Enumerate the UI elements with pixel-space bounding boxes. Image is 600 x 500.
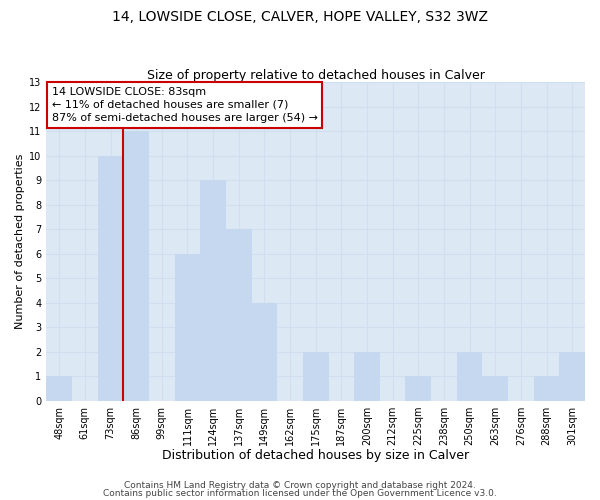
Bar	[98, 156, 124, 401]
Bar	[200, 180, 226, 401]
Bar	[175, 254, 200, 401]
Bar	[406, 376, 431, 401]
X-axis label: Distribution of detached houses by size in Calver: Distribution of detached houses by size …	[162, 450, 469, 462]
Bar	[482, 376, 508, 401]
Text: 14, LOWSIDE CLOSE, CALVER, HOPE VALLEY, S32 3WZ: 14, LOWSIDE CLOSE, CALVER, HOPE VALLEY, …	[112, 10, 488, 24]
Bar	[457, 352, 482, 401]
Title: Size of property relative to detached houses in Calver: Size of property relative to detached ho…	[147, 69, 485, 82]
Text: Contains HM Land Registry data © Crown copyright and database right 2024.: Contains HM Land Registry data © Crown c…	[124, 481, 476, 490]
Bar	[46, 376, 72, 401]
Bar	[124, 131, 149, 401]
Bar	[251, 303, 277, 401]
Bar	[559, 352, 585, 401]
Text: 14 LOWSIDE CLOSE: 83sqm
← 11% of detached houses are smaller (7)
87% of semi-det: 14 LOWSIDE CLOSE: 83sqm ← 11% of detache…	[52, 87, 318, 123]
Text: Contains public sector information licensed under the Open Government Licence v3: Contains public sector information licen…	[103, 488, 497, 498]
Bar	[354, 352, 380, 401]
Bar	[534, 376, 559, 401]
Bar	[303, 352, 329, 401]
Y-axis label: Number of detached properties: Number of detached properties	[15, 154, 25, 329]
Bar	[226, 229, 251, 401]
